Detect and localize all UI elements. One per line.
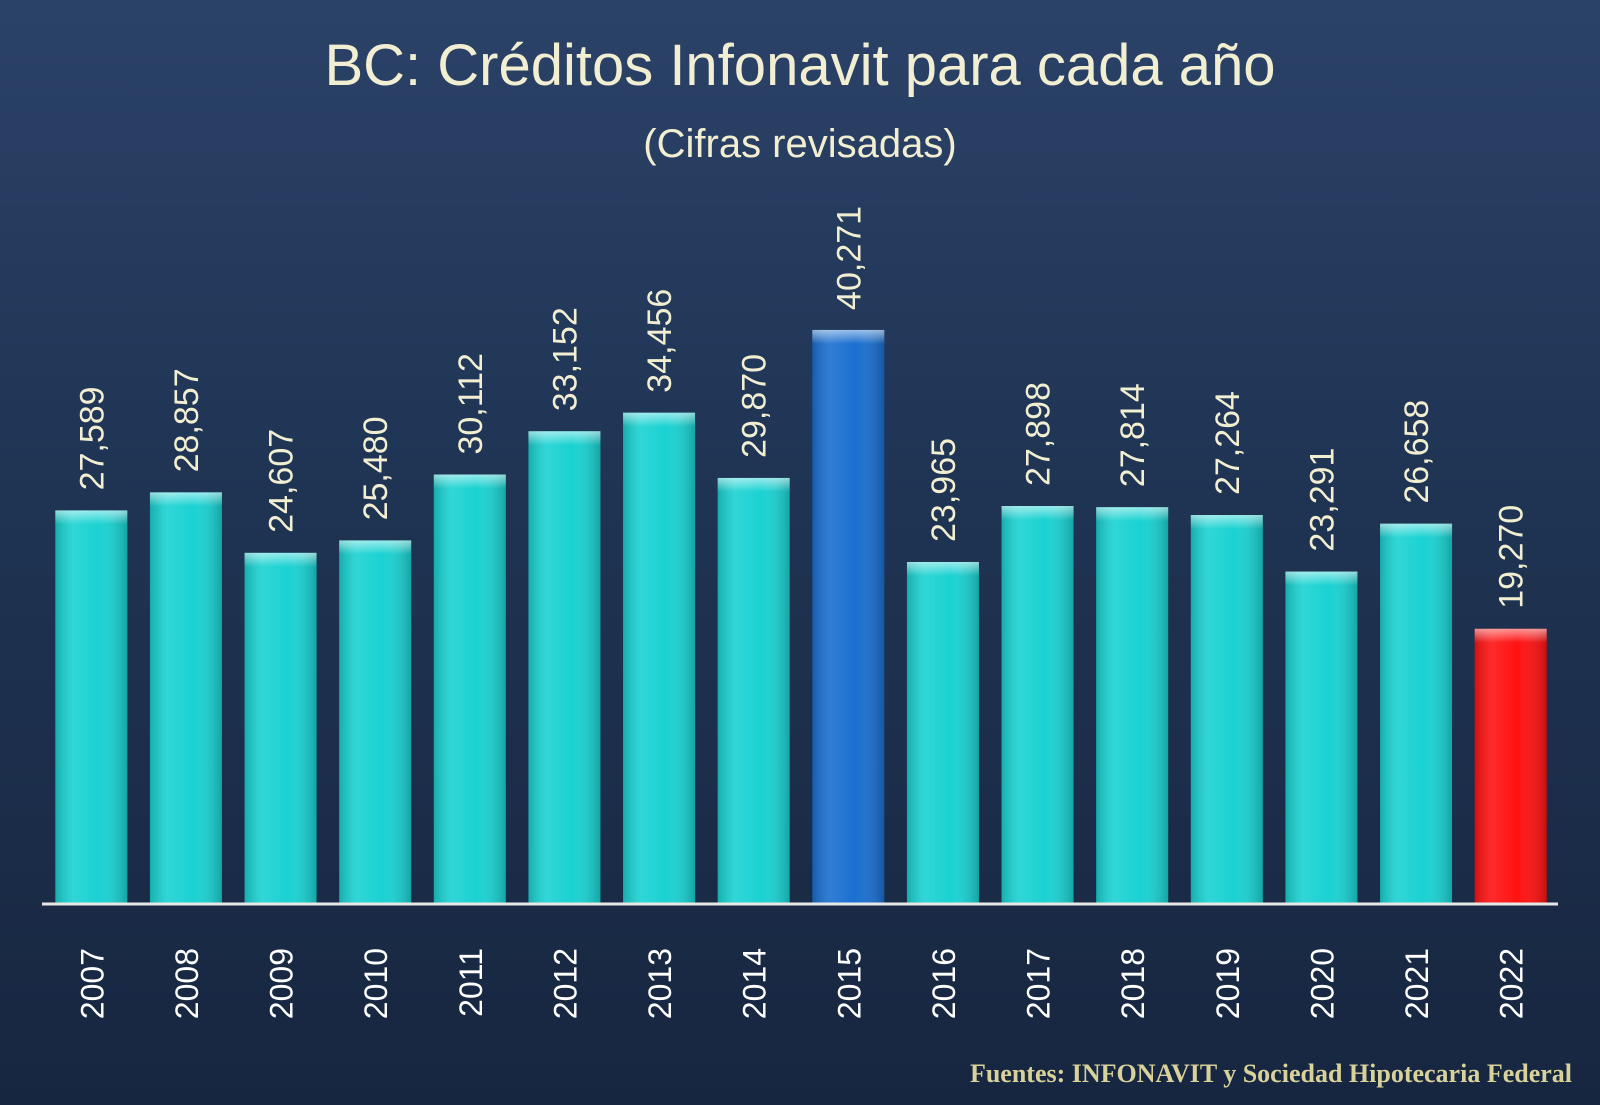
x-tick-label-2021: 2021 [1399,948,1435,1019]
bar-highlight-2010 [339,540,412,555]
value-label-2015: 40,271 [830,206,868,310]
value-label-2012: 33,152 [546,307,584,411]
value-label-2017: 27,898 [1020,382,1058,486]
x-tick-label-2019: 2019 [1210,948,1246,1019]
bar-shading-2010 [339,540,412,903]
value-label-2014: 29,870 [736,354,774,458]
bar-shading-2021 [1380,523,1453,903]
bar-shading-2009 [244,552,317,903]
value-label-2020: 23,291 [1303,448,1341,552]
value-label-2013: 34,456 [641,289,679,393]
value-label-2022: 19,270 [1493,505,1531,609]
x-tick-label-2018: 2018 [1115,948,1151,1019]
x-tick-label-2009: 2009 [264,948,300,1019]
x-tick-label-2008: 2008 [169,948,205,1019]
bar-shading-2011 [433,474,506,903]
bar-highlight-2013 [623,412,696,427]
bar-highlight-2018 [1096,507,1169,522]
bar-shading-2008 [149,492,222,903]
value-label-2019: 27,264 [1209,391,1247,495]
value-label-2016: 23,965 [925,438,963,542]
bar-highlight-2020 [1285,571,1358,586]
x-tick-label-2007: 2007 [74,948,110,1019]
x-tick-label-2011: 2011 [453,948,489,1017]
value-label-2008: 28,857 [168,368,206,472]
bar-shading-2017 [1001,506,1074,903]
chart-title: BC: Créditos Infonavit para cada año [324,33,1276,98]
bar-shading-2019 [1190,515,1263,903]
bars-layer: 27,589 2007 28,857 2008 24,607 2009 25,480 2010… [55,206,1547,1019]
bar-highlight-2008 [149,492,222,507]
source-note: Fuentes: INFONAVIT y Sociedad Hipotecari… [969,1059,1572,1088]
value-label-2009: 24,607 [263,429,301,533]
x-tick-label-2017: 2017 [1021,948,1057,1019]
bar-highlight-2015 [812,329,885,344]
bar-highlight-2011 [433,474,506,489]
value-label-2018: 27,814 [1114,383,1152,487]
bar-shading-2014 [717,477,790,903]
bar-shading-2012 [528,431,601,903]
value-label-2011: 30,112 [452,353,490,454]
bar-shading-2013 [623,412,696,903]
bar-highlight-2021 [1380,523,1453,538]
x-tick-label-2020: 2020 [1304,948,1340,1019]
bar-shading-2020 [1285,571,1358,903]
value-label-2010: 25,480 [357,416,395,520]
bar-shading-2015 [812,329,885,903]
bar-shading-2022 [1474,628,1547,903]
bar-shading-2016 [906,561,979,903]
chart-subtitle: (Cifras revisadas) [643,122,957,166]
bar-highlight-2022 [1474,628,1547,643]
x-tick-label-2012: 2012 [547,948,583,1019]
x-tick-label-2013: 2013 [642,948,678,1019]
bar-highlight-2019 [1190,515,1263,530]
x-tick-label-2010: 2010 [358,948,394,1019]
x-tick-label-2016: 2016 [926,948,962,1019]
value-label-2021: 26,658 [1398,400,1436,504]
x-tick-label-2022: 2022 [1494,948,1530,1019]
x-tick-label-2014: 2014 [737,948,773,1019]
value-label-2007: 27,589 [73,386,111,490]
x-tick-label-2015: 2015 [831,948,867,1019]
bar-highlight-2007 [55,510,128,525]
bar-highlight-2012 [528,431,601,446]
bar-shading-2007 [55,510,128,903]
bar-highlight-2016 [906,561,979,576]
bar-shading-2018 [1096,507,1169,903]
bar-highlight-2009 [244,552,317,567]
bar-highlight-2014 [717,477,790,492]
bar-highlight-2017 [1001,506,1074,521]
